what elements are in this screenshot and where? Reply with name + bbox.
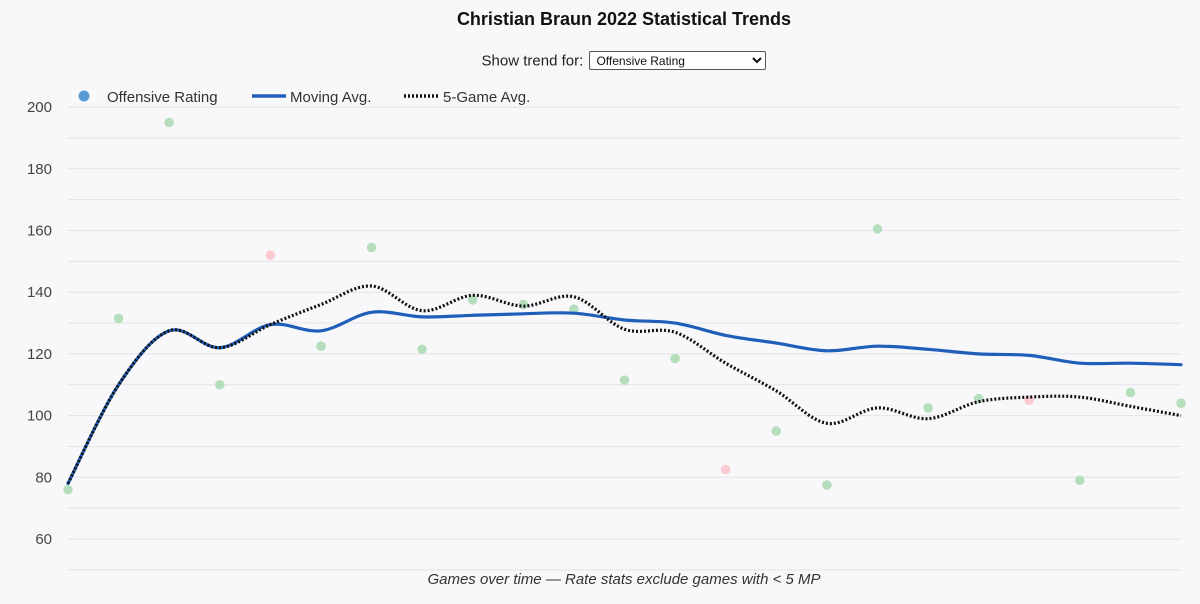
trend-select[interactable]: Offensive Rating (589, 51, 767, 70)
y-tick-label: 120 (27, 346, 52, 363)
data-point[interactable] (214, 379, 225, 390)
data-point[interactable] (1176, 398, 1186, 409)
data-point[interactable] (366, 242, 377, 253)
data-point[interactable] (619, 375, 630, 385)
legend-label-offensive-rating: Offensive Rating (107, 89, 218, 106)
data-point[interactable] (113, 313, 124, 324)
legend: Offensive Rating Moving Avg. 5-Game Avg. (78, 89, 530, 106)
x-axis-label: Games over time — Rate stats exclude gam… (427, 571, 821, 588)
data-point[interactable] (670, 353, 680, 364)
data-point[interactable] (63, 484, 73, 495)
data-point[interactable] (265, 250, 276, 260)
data-point[interactable] (771, 426, 782, 436)
y-tick-label: 200 (27, 99, 52, 116)
data-point[interactable] (923, 403, 933, 413)
data-point[interactable] (164, 117, 174, 128)
y-tick-label: 80 (35, 469, 52, 486)
five-game-avg-line (66, 284, 1182, 485)
data-point[interactable] (720, 464, 731, 475)
y-tick-label: 60 (35, 531, 52, 548)
trend-control: Show trend for: Offensive Rating (0, 51, 1200, 70)
y-tick-label: 140 (27, 284, 52, 301)
y-tick-label: 160 (27, 223, 52, 240)
legend-marker-offensive-rating (78, 90, 90, 102)
moving-avg-line (66, 310, 1183, 486)
grid-layer (68, 106, 1181, 571)
lines-layer (66, 284, 1183, 486)
data-point[interactable] (1075, 475, 1085, 486)
data-point[interactable] (417, 344, 427, 355)
data-point[interactable] (822, 480, 832, 490)
trend-label: Show trend for: (481, 52, 584, 70)
data-point[interactable] (1024, 395, 1035, 405)
legend-label-5-game-avg: 5-Game Avg. (443, 89, 530, 106)
data-point[interactable] (316, 341, 326, 351)
data-point[interactable] (872, 224, 883, 234)
legend-label-moving-avg: Moving Avg. (290, 89, 371, 106)
y-tick-label: 100 (27, 408, 52, 425)
y-tick-label: 180 (27, 161, 52, 178)
points-layer (63, 117, 1186, 495)
y-axis-ticks: 60 80 100 120 140 160 180 200 (27, 99, 52, 548)
data-point[interactable] (1125, 387, 1136, 398)
data-point[interactable] (467, 295, 478, 305)
chart-title: Christian Braun 2022 Statistical Trends (456, 9, 792, 29)
